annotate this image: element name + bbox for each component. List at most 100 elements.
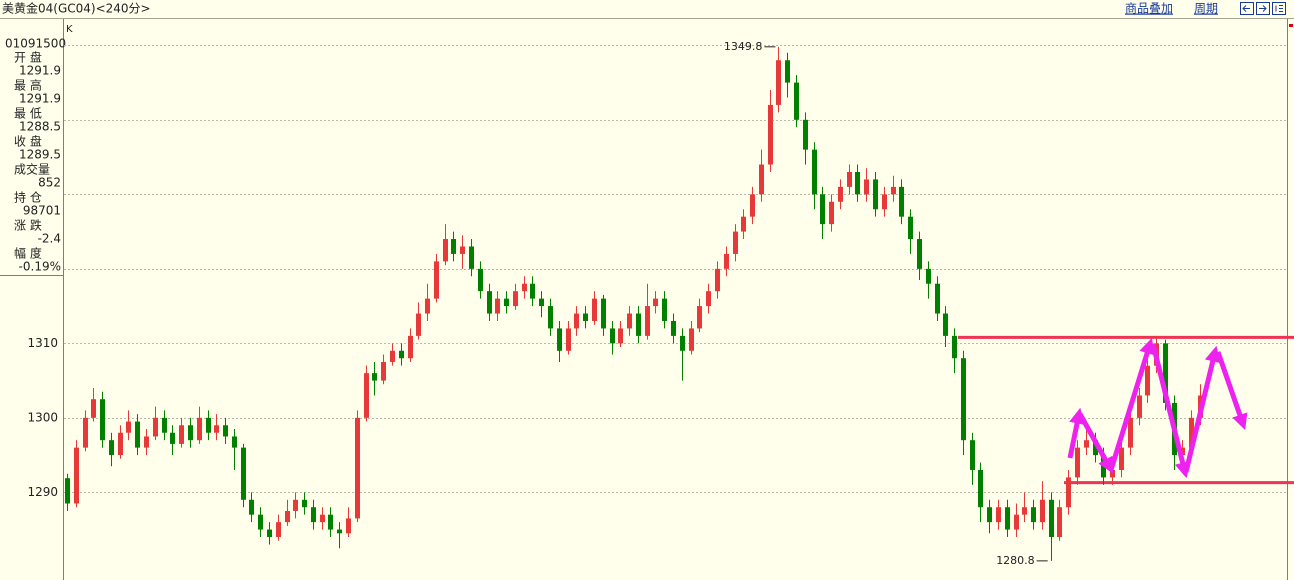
view-buttons[interactable]	[1240, 2, 1286, 15]
candle-body	[671, 320, 676, 336]
candle-body	[451, 239, 456, 254]
candle-body	[144, 436, 149, 448]
candle-body	[689, 328, 694, 351]
candle-body	[583, 313, 588, 321]
candle-body	[372, 373, 377, 381]
info-value: 852	[38, 176, 61, 190]
candle-body	[311, 507, 316, 523]
candle-body	[65, 478, 70, 504]
candle-body	[706, 291, 711, 307]
candle-body	[179, 425, 184, 444]
y-tick-label: 1290	[27, 485, 58, 499]
candle-body	[961, 358, 966, 441]
candle-body	[232, 436, 237, 448]
info-label: 收 盘	[14, 134, 42, 149]
candle-body	[495, 298, 500, 314]
info-value: 1289.5	[19, 148, 61, 162]
info-label: 开 盘	[14, 50, 42, 65]
candle-body	[469, 246, 474, 269]
candle-body	[838, 186, 843, 202]
candle-body	[662, 298, 667, 321]
candle-body	[926, 268, 931, 284]
info-value: 98701	[23, 204, 61, 218]
candle-body	[399, 350, 404, 359]
candle-body	[91, 399, 96, 418]
candle-body	[522, 283, 527, 292]
candle-body	[1084, 440, 1089, 448]
candle-body	[487, 291, 492, 314]
candle-body	[390, 350, 395, 362]
info-time: 01091500	[5, 37, 66, 51]
candle-body	[408, 335, 413, 359]
candle-body	[847, 171, 852, 187]
candle-body	[864, 179, 869, 195]
candle-body	[364, 373, 369, 418]
candle-body	[241, 447, 246, 500]
candle-body	[434, 261, 439, 299]
panel-label: K	[66, 24, 73, 35]
candle-body	[100, 399, 105, 441]
candle-body	[153, 417, 158, 437]
candle-body	[1128, 417, 1133, 448]
candle-body	[162, 417, 167, 433]
candle-body	[1014, 514, 1019, 530]
candle-body	[460, 246, 465, 254]
info-label: 最 低	[14, 107, 42, 121]
info-label: 涨 跌	[14, 218, 42, 233]
candle-body	[741, 216, 746, 232]
candle-body	[812, 149, 817, 195]
candle-body	[680, 335, 685, 351]
info-value: 1291.9	[19, 64, 61, 78]
candle-body	[618, 328, 623, 344]
candle-body	[1189, 417, 1194, 448]
candle-body	[697, 306, 702, 329]
candle-body	[1145, 365, 1150, 396]
candle-body	[126, 421, 131, 433]
candle-body	[733, 231, 738, 254]
candle-body	[109, 440, 114, 456]
candle-body	[855, 171, 860, 195]
candle-body	[170, 432, 175, 444]
candle-body	[135, 421, 140, 448]
marker	[1289, 24, 1293, 27]
candle-body	[293, 499, 298, 511]
candle-body	[1093, 440, 1098, 456]
plot: 1290 1300 1310 1349.8 1280.8	[27, 40, 1294, 567]
candle-body	[1022, 507, 1027, 515]
candle-body	[548, 306, 553, 329]
candle-body	[882, 194, 887, 210]
candle-body	[83, 417, 88, 448]
candle-body	[829, 201, 834, 225]
info-label: 最 高	[14, 78, 42, 93]
candle-body	[574, 313, 579, 329]
candle-body	[715, 268, 720, 292]
candle-body	[645, 306, 650, 336]
candle-body	[750, 194, 755, 217]
candle-body	[381, 361, 386, 381]
candle-body	[355, 417, 360, 519]
candle-body	[627, 313, 632, 329]
low-label: 1280.8	[996, 554, 1035, 567]
candle-body	[118, 432, 123, 456]
candle-body	[206, 417, 211, 433]
candle-body	[197, 417, 202, 441]
candle-body	[302, 499, 307, 508]
candle-body	[513, 291, 518, 307]
candle-body	[478, 268, 483, 292]
link[interactable]: 商品叠加	[1125, 1, 1173, 16]
candle-body	[776, 60, 781, 105]
candle-body	[249, 499, 254, 515]
candle-body	[908, 216, 913, 240]
candle-body	[1040, 499, 1045, 523]
link[interactable]: 周期	[1194, 2, 1218, 16]
candle-body	[653, 298, 658, 307]
candle-body	[987, 507, 992, 523]
y-tick-label: 1300	[27, 410, 58, 424]
candle-body	[1005, 507, 1010, 530]
candle-body	[768, 104, 773, 165]
candle-body	[1110, 469, 1115, 478]
candle-body	[1066, 477, 1071, 508]
high-label: 1349.8	[724, 40, 763, 53]
